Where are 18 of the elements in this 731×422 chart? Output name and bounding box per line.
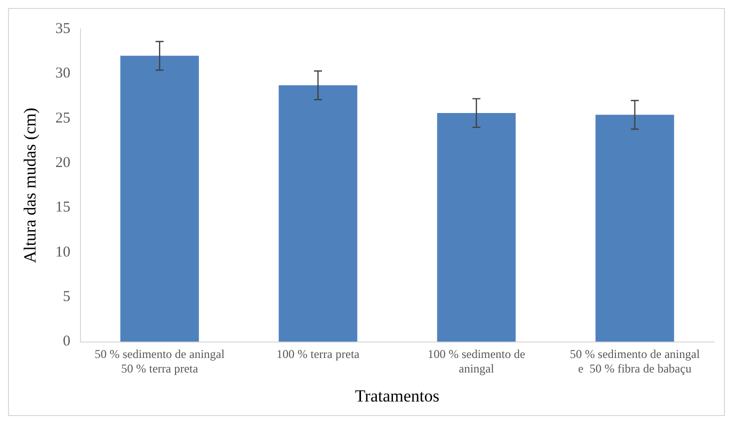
y-axis-title: Altura das mudas (cm) [20,108,40,264]
bar [278,85,358,342]
x-tick-label: 50 % sedimento de aningal 50 % terra preta [94,347,226,376]
y-tick-label: 35 [55,20,70,37]
x-axis-title: Tratamentos [355,386,440,406]
y-tick-label: 20 [55,154,70,171]
bar [437,113,516,342]
x-tick-label: 100 % sedimento de aningal [428,347,526,376]
x-tick-label: 50 % sedimento de aningal e 50 % fibra de babaçu [570,347,700,376]
x-tick-label: 100 % terra preta [276,347,360,362]
y-tick-label: 30 [55,66,70,82]
y-tick-label: 0 [62,334,70,350]
y-tick-label: 25 [55,110,70,126]
bar [596,114,674,342]
bar [120,56,199,342]
y-tick-label: 15 [55,200,70,216]
y-tick-label: 5 [62,289,70,306]
y-tick-label: 10 [55,244,70,260]
